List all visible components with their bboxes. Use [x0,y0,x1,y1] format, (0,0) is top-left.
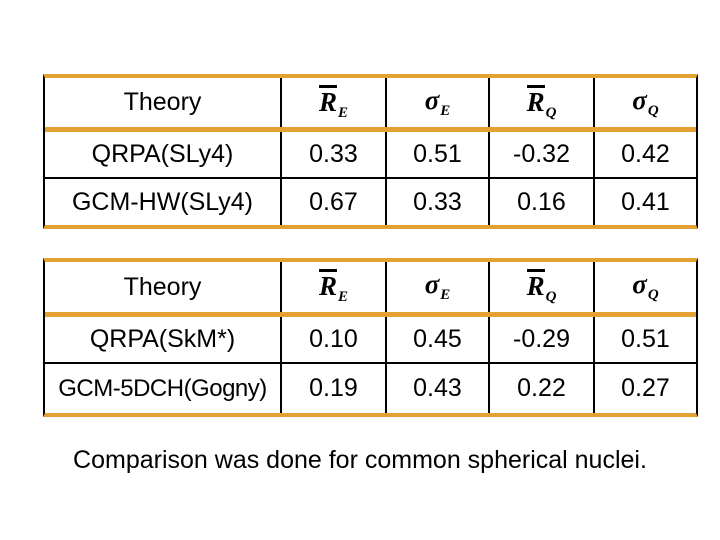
sigma-Q-symbol: σQ [632,269,659,303]
theory-cell: QRPA(SLy4) [45,132,282,177]
mean-R-Q-symbol: RQ [526,269,557,305]
value-cell: 0.43 [387,364,490,413]
value-cell: 0.33 [387,179,490,225]
value-cell: 0.41 [621,187,670,216]
value-cell: -0.32 [490,132,595,177]
sigma-Q-symbol: σQ [632,84,659,119]
header-cell-mean-R-Q: RQ [490,78,595,127]
value-cell: 0.16 [490,179,595,225]
value-cell: 0.67 [282,179,387,225]
theory-header-label: Theory [123,88,202,116]
header-cell-sigma-Q: σQ [595,262,696,312]
value-cell: 0.45 [387,317,490,362]
table-header-row: Theory RE σE RQ σQ [45,78,696,132]
value-cell: 0.22 [490,364,595,413]
header-cell-mean-R-E: RE [282,78,387,127]
value-cell: 0.51 [621,325,670,353]
comparison-table-skm-gogny: Theory RE σE RQ σQ QRPA(SkM*) 0.10 0.45 … [43,258,698,417]
mean-R-Q-symbol: RQ [526,84,557,121]
header-cell-theory: Theory [45,78,282,127]
comparison-table-sly4: Theory RE σE RQ σQ QRPA(SLy4) 0.33 0.51 … [43,74,698,229]
mean-R-E-symbol: RE [318,269,349,305]
value-cell: 0.33 [282,132,387,177]
table-row: GCM-5DCH(Gogny) 0.19 0.43 0.22 0.27 [45,364,696,413]
header-cell-sigma-Q: σQ [595,78,696,127]
value-cell: 0.19 [282,364,387,413]
theory-cell: QRPA(SkM*) [45,317,282,362]
value-cell: 0.10 [282,317,387,362]
sigma-E-symbol: σE [424,84,451,119]
theory-header-label: Theory [123,272,202,301]
value-cell: 0.27 [621,374,670,402]
sigma-E-symbol: σE [424,269,451,303]
table-row: QRPA(SLy4) 0.33 0.51 -0.32 0.42 [45,132,696,179]
header-cell-mean-R-E: RE [282,262,387,312]
mean-R-E-symbol: RE [318,84,349,121]
value-cell: 0.42 [621,140,670,168]
slide-caption: Comparison was done for common spherical… [73,446,647,474]
table-header-row: Theory RE σE RQ σQ [45,262,696,317]
header-cell-theory: Theory [45,262,282,312]
value-cell: 0.51 [387,132,490,177]
header-cell-mean-R-Q: RQ [490,262,595,312]
header-cell-sigma-E: σE [387,262,490,312]
table-row: GCM-HW(SLy4) 0.67 0.33 0.16 0.41 [45,179,696,225]
theory-cell: GCM-5DCH(Gogny) [45,364,282,413]
value-cell: -0.29 [490,317,595,362]
theory-cell: GCM-HW(SLy4) [45,179,282,225]
header-cell-sigma-E: σE [387,78,490,127]
table-row: QRPA(SkM*) 0.10 0.45 -0.29 0.51 [45,317,696,364]
